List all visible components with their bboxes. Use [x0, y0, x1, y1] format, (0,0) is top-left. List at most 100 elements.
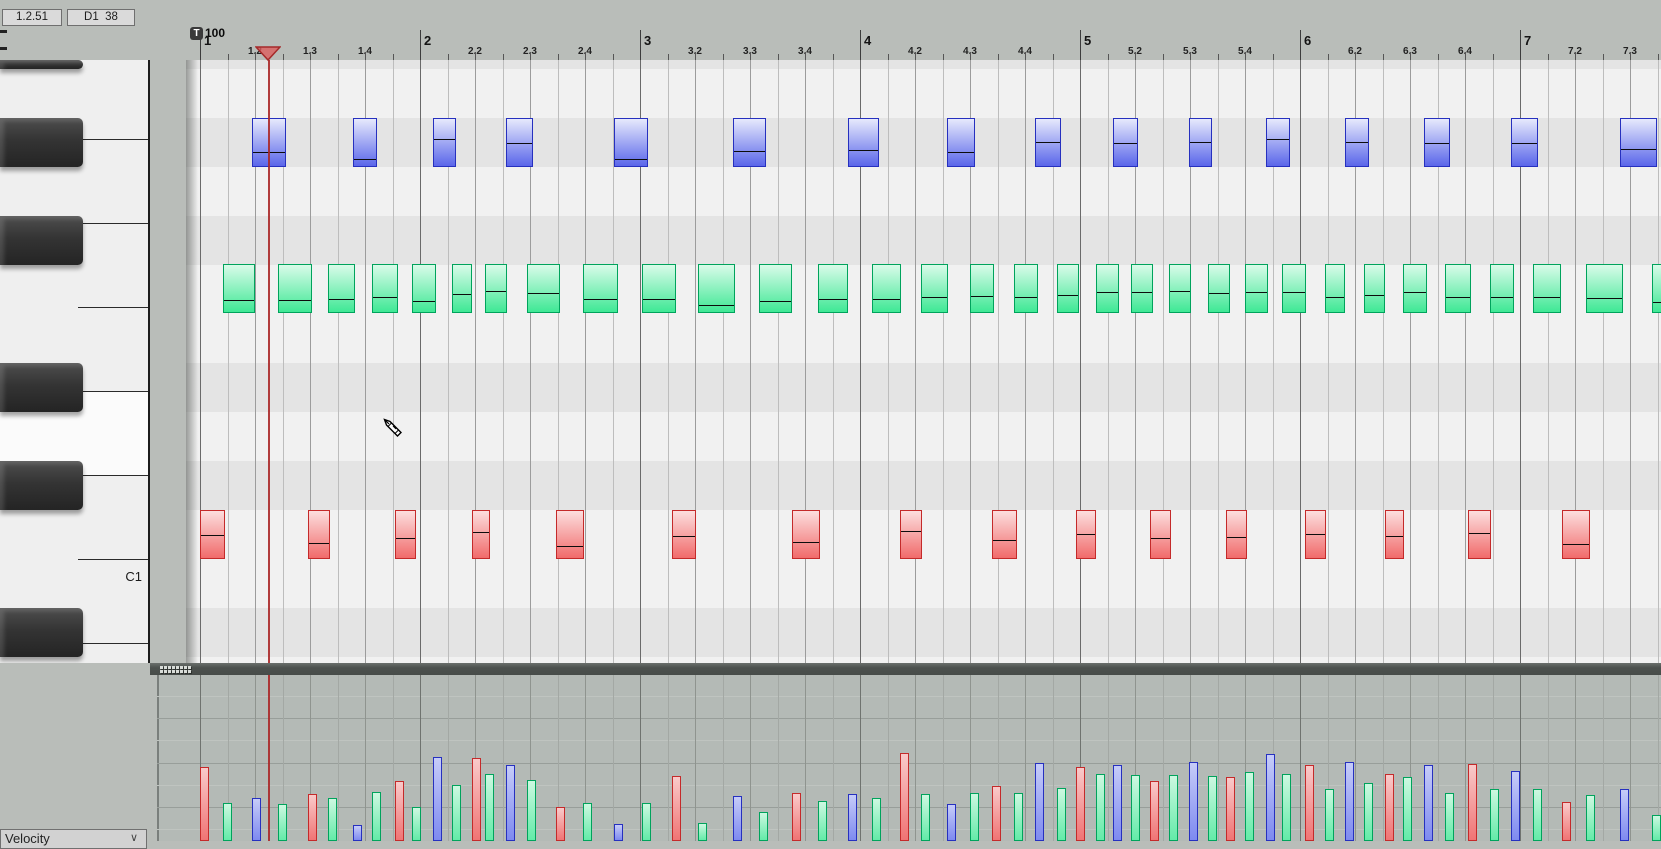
midi-note-green[interactable] — [1445, 264, 1471, 313]
velocity-bar-green[interactable] — [583, 803, 592, 841]
velocity-bar-green[interactable] — [1586, 795, 1595, 841]
midi-note-red[interactable] — [395, 510, 416, 559]
velocity-bar-red[interactable] — [1150, 781, 1159, 841]
velocity-bar-green[interactable] — [1131, 775, 1140, 841]
midi-note-green[interactable] — [1533, 264, 1561, 313]
midi-note-green[interactable] — [1096, 264, 1119, 313]
midi-note-green[interactable] — [223, 264, 255, 313]
velocity-bar-green[interactable] — [1282, 774, 1291, 841]
midi-note-red[interactable] — [1385, 510, 1404, 559]
velocity-bar-blue[interactable] — [1424, 765, 1433, 841]
midi-note-green[interactable] — [1057, 264, 1079, 313]
velocity-bar-green[interactable] — [1652, 815, 1661, 841]
velocity-bar-green[interactable] — [527, 780, 536, 841]
midi-note-green[interactable] — [328, 264, 355, 313]
midi-note-red[interactable] — [472, 510, 490, 559]
velocity-bar-red[interactable] — [556, 807, 565, 841]
midi-note-green[interactable] — [1403, 264, 1427, 313]
midi-note-red[interactable] — [1468, 510, 1491, 559]
midi-note-green[interactable] — [452, 264, 472, 313]
midi-note-green[interactable] — [872, 264, 901, 313]
velocity-bar-green[interactable] — [452, 785, 461, 841]
playhead-marker[interactable] — [255, 46, 281, 61]
velocity-bar-green[interactable] — [1245, 772, 1254, 841]
midi-note-green[interactable] — [1208, 264, 1230, 313]
black-key[interactable] — [0, 216, 83, 265]
black-key[interactable] — [0, 60, 83, 69]
splitter-grip[interactable] — [160, 666, 191, 673]
midi-note-blue[interactable] — [848, 118, 879, 167]
midi-note-green[interactable] — [1652, 264, 1661, 313]
midi-note-green[interactable] — [1169, 264, 1191, 313]
black-key[interactable] — [0, 461, 83, 510]
midi-note-green[interactable] — [1245, 264, 1268, 313]
midi-note-red[interactable] — [1076, 510, 1096, 559]
velocity-bar-green[interactable] — [278, 804, 287, 841]
midi-note-blue[interactable] — [614, 118, 648, 167]
midi-note-red[interactable] — [900, 510, 922, 559]
velocity-bar-green[interactable] — [372, 792, 381, 841]
velocity-bar-red[interactable] — [395, 781, 404, 841]
velocity-bar-green[interactable] — [1364, 783, 1373, 841]
midi-note-green[interactable] — [1014, 264, 1038, 313]
velocity-bar-green[interactable] — [1208, 776, 1217, 841]
velocity-bar-green[interactable] — [872, 798, 881, 841]
velocity-bar-red[interactable] — [472, 758, 481, 841]
midi-note-green[interactable] — [698, 264, 735, 313]
velocity-bar-blue[interactable] — [1345, 762, 1354, 841]
midi-note-green[interactable] — [1325, 264, 1345, 313]
velocity-bar-blue[interactable] — [506, 765, 515, 841]
midi-note-blue[interactable] — [1113, 118, 1138, 167]
velocity-bar-red[interactable] — [1226, 777, 1235, 841]
midi-note-red[interactable] — [1305, 510, 1326, 559]
velocity-bar-blue[interactable] — [1511, 771, 1520, 841]
velocity-bar-green[interactable] — [759, 812, 768, 841]
velocity-bar-red[interactable] — [792, 793, 801, 841]
midi-note-red[interactable] — [1226, 510, 1247, 559]
midi-note-green[interactable] — [485, 264, 507, 313]
pane-splitter[interactable] — [150, 663, 1661, 675]
midi-note-blue[interactable] — [1035, 118, 1061, 167]
velocity-bar-green[interactable] — [1057, 788, 1066, 841]
velocity-bar-red[interactable] — [1385, 774, 1394, 841]
midi-note-green[interactable] — [1490, 264, 1514, 313]
midi-note-blue[interactable] — [1424, 118, 1450, 167]
black-key[interactable] — [0, 608, 83, 657]
midi-note-blue[interactable] — [353, 118, 377, 167]
velocity-bar-blue[interactable] — [947, 804, 956, 841]
midi-note-green[interactable] — [759, 264, 792, 313]
velocity-bar-blue[interactable] — [848, 794, 857, 841]
midi-note-blue[interactable] — [433, 118, 456, 167]
position-display[interactable]: 1.2.51 — [2, 9, 62, 26]
velocity-bar-blue[interactable] — [433, 757, 442, 841]
velocity-bar-green[interactable] — [485, 774, 494, 841]
midi-note-green[interactable] — [642, 264, 676, 313]
velocity-bar-green[interactable] — [642, 803, 651, 841]
midi-note-red[interactable] — [1562, 510, 1590, 559]
midi-note-green[interactable] — [583, 264, 618, 313]
velocity-bar-red[interactable] — [900, 753, 909, 841]
velocity-bar-red[interactable] — [1076, 767, 1085, 841]
velocity-bar-blue[interactable] — [614, 824, 623, 841]
velocity-bar-green[interactable] — [1490, 789, 1499, 841]
velocity-bar-green[interactable] — [1096, 774, 1105, 841]
midi-note-red[interactable] — [792, 510, 820, 559]
midi-note-blue[interactable] — [1189, 118, 1212, 167]
lane-parameter-select[interactable]: Velocity ∨ — [0, 829, 147, 849]
velocity-bar-blue[interactable] — [1620, 789, 1629, 841]
note-pitch-velocity-display[interactable]: D1 38 — [67, 9, 135, 26]
midi-note-blue[interactable] — [947, 118, 975, 167]
midi-note-green[interactable] — [278, 264, 312, 313]
velocity-bar-green[interactable] — [1533, 789, 1542, 841]
velocity-bar-blue[interactable] — [1035, 763, 1044, 841]
velocity-bar-blue[interactable] — [252, 798, 261, 841]
midi-note-green[interactable] — [527, 264, 560, 313]
velocity-bar-green[interactable] — [970, 793, 979, 841]
velocity-bar-green[interactable] — [818, 801, 827, 841]
velocity-bar-red[interactable] — [1468, 764, 1477, 841]
tempo-event-badge[interactable]: T 100 — [190, 26, 225, 40]
velocity-bar-green[interactable] — [698, 823, 707, 841]
midi-note-red[interactable] — [556, 510, 584, 559]
midi-note-blue[interactable] — [506, 118, 533, 167]
midi-note-green[interactable] — [818, 264, 848, 313]
